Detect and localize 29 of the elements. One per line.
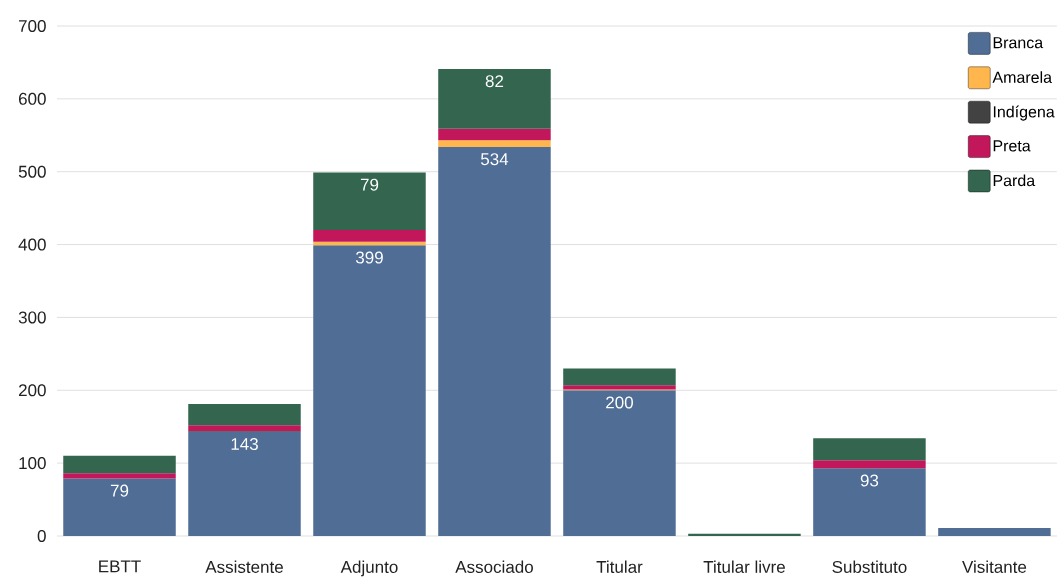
legend-label: Preta: [993, 140, 1031, 152]
x-tick-label: Visitante: [962, 560, 1027, 573]
data-label: 93: [860, 474, 879, 487]
x-tick-label: Titular: [596, 560, 643, 573]
data-label: 534: [480, 153, 509, 166]
data-label: 82: [485, 75, 504, 88]
y-tick-label: 600: [18, 92, 46, 105]
data-label: 79: [110, 484, 129, 497]
data-label: 79: [360, 178, 379, 191]
y-tick-label: 500: [18, 165, 46, 178]
legend-label: Amarela: [992, 71, 1053, 83]
x-tick-label: Titular livre: [703, 560, 785, 573]
x-tick-label: Associado: [455, 560, 533, 573]
y-tick-label: 400: [18, 238, 46, 251]
y-tick-label: 100: [19, 457, 46, 470]
data-label: 143: [231, 437, 258, 451]
y-tick-label: 200: [18, 384, 46, 397]
x-tick-label: Adjunto: [340, 560, 398, 577]
x-tick-label: Assistente: [205, 560, 283, 573]
data-label: 200: [606, 396, 633, 409]
y-tick-label: 700: [19, 19, 46, 33]
legend-label: Indígena: [993, 105, 1055, 121]
legend-label: Branca: [993, 37, 1044, 49]
data-label: 399: [355, 251, 383, 264]
x-tick-label: EBTT: [99, 560, 141, 573]
y-tick-label: 300: [18, 311, 46, 324]
legend-label: Parda: [993, 174, 1036, 187]
x-tick-label: Substituto: [832, 560, 907, 573]
y-tick-label: 0: [37, 529, 46, 543]
